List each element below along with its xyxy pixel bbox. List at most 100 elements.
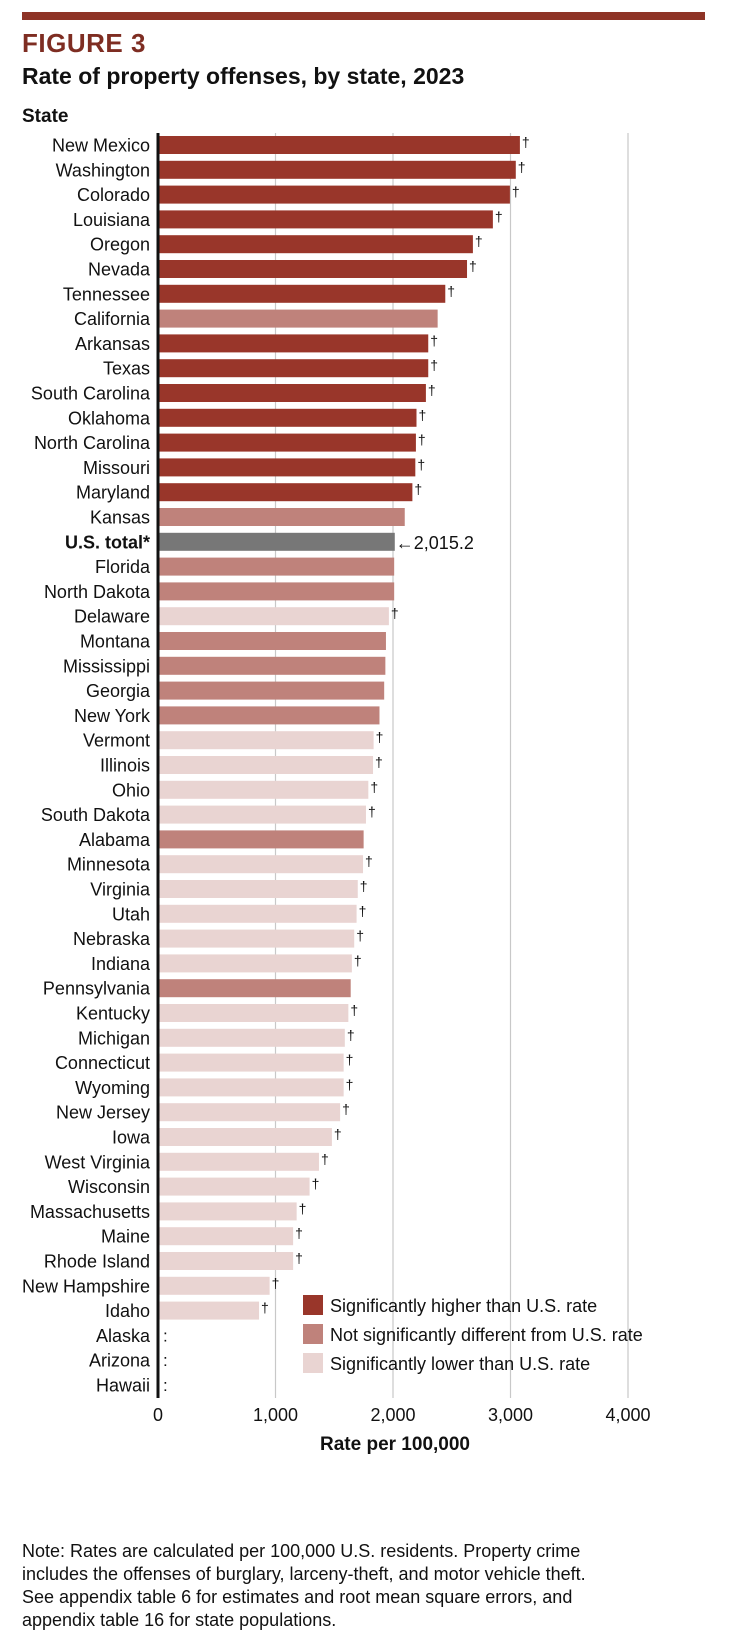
note-line: appendix table 16 for state populations. bbox=[22, 1610, 337, 1630]
state-label: South Dakota bbox=[41, 805, 151, 825]
bar bbox=[158, 979, 351, 998]
significance-dagger: † bbox=[346, 1052, 354, 1068]
state-label: Utah bbox=[112, 904, 150, 924]
significance-dagger: † bbox=[447, 283, 455, 299]
x-tick-label: 3,000 bbox=[488, 1405, 533, 1425]
bar bbox=[158, 805, 366, 824]
significance-dagger: † bbox=[370, 779, 378, 795]
bar bbox=[158, 483, 413, 502]
significance-dagger: † bbox=[272, 1275, 280, 1291]
significance-dagger: † bbox=[368, 804, 376, 820]
significance-dagger: † bbox=[299, 1200, 307, 1216]
bar bbox=[158, 1177, 310, 1196]
state-label: Delaware bbox=[74, 607, 150, 627]
state-label: Missouri bbox=[83, 458, 150, 478]
significance-dagger: † bbox=[334, 1126, 342, 1142]
significance-dagger: † bbox=[428, 382, 436, 398]
chart-title: Rate of property offenses, by state, 202… bbox=[22, 63, 465, 89]
significance-dagger: † bbox=[347, 1027, 355, 1043]
note-line: See appendix table 6 for estimates and r… bbox=[22, 1587, 573, 1607]
legend-swatch bbox=[303, 1295, 323, 1315]
bar bbox=[158, 1004, 349, 1022]
chart-note: Note: Rates are calculated per 100,000 U… bbox=[22, 1540, 712, 1632]
x-axis-label: Rate per 100,000 bbox=[320, 1434, 470, 1455]
state-label: North Carolina bbox=[34, 433, 151, 453]
bar bbox=[158, 408, 417, 427]
state-label: California bbox=[74, 309, 151, 329]
significance-dagger: † bbox=[522, 134, 530, 150]
significance-dagger: † bbox=[512, 184, 520, 200]
state-label: Montana bbox=[80, 632, 151, 652]
state-label: Indiana bbox=[91, 954, 151, 974]
bar bbox=[158, 706, 380, 725]
bar bbox=[158, 880, 358, 898]
significance-dagger: † bbox=[359, 903, 367, 919]
state-label: New Jersey bbox=[56, 1103, 150, 1123]
bar bbox=[158, 508, 405, 526]
significance-dagger: † bbox=[475, 233, 483, 249]
significance-dagger: † bbox=[414, 481, 422, 497]
state-label: Oregon bbox=[90, 235, 150, 255]
state-label: Kansas bbox=[90, 508, 150, 528]
state-label: Oklahoma bbox=[68, 408, 151, 428]
bar bbox=[158, 260, 468, 278]
state-label: Maine bbox=[101, 1227, 150, 1247]
missing-marker: : bbox=[163, 1376, 168, 1395]
significance-dagger: † bbox=[495, 208, 503, 224]
x-tick-label: 2,000 bbox=[370, 1405, 415, 1425]
bar bbox=[158, 731, 374, 750]
bar bbox=[158, 607, 389, 626]
state-label: Louisiana bbox=[73, 210, 151, 230]
state-label: Rhode Island bbox=[44, 1252, 150, 1272]
significance-dagger: † bbox=[430, 332, 438, 348]
state-label: Alaska bbox=[96, 1326, 151, 1346]
bar bbox=[158, 334, 429, 353]
significance-dagger: † bbox=[419, 407, 427, 423]
bar bbox=[158, 780, 369, 799]
bar bbox=[158, 1202, 297, 1221]
significance-dagger: † bbox=[518, 159, 526, 175]
state-label: Alabama bbox=[79, 830, 151, 850]
figure-label: FIGURE 3 bbox=[22, 28, 146, 58]
state-label: New Hampshire bbox=[22, 1276, 150, 1296]
bar bbox=[158, 1252, 294, 1270]
state-label: Arizona bbox=[89, 1351, 151, 1371]
bar bbox=[158, 210, 493, 229]
bar bbox=[158, 557, 395, 576]
legend-label: Not significantly different from U.S. ra… bbox=[330, 1325, 643, 1345]
bar bbox=[158, 160, 516, 179]
bar bbox=[158, 855, 364, 874]
x-tick-label: 4,000 bbox=[605, 1405, 650, 1425]
bar bbox=[158, 1028, 345, 1047]
state-label: West Virginia bbox=[45, 1152, 151, 1172]
bar bbox=[158, 384, 426, 402]
state-label: South Carolina bbox=[31, 384, 151, 404]
state-label: Illinois bbox=[100, 756, 150, 776]
state-label: Vermont bbox=[83, 731, 150, 751]
significance-dagger: † bbox=[295, 1250, 303, 1266]
state-label: Iowa bbox=[112, 1128, 151, 1148]
bar bbox=[158, 532, 395, 551]
missing-marker: : bbox=[163, 1326, 168, 1345]
state-label: Mississippi bbox=[63, 656, 150, 676]
bar bbox=[158, 433, 416, 452]
bar bbox=[158, 1152, 319, 1171]
bar bbox=[158, 359, 429, 378]
state-label: Connecticut bbox=[55, 1053, 150, 1073]
significance-dagger: † bbox=[354, 952, 362, 968]
bar bbox=[158, 1276, 270, 1295]
significance-dagger: † bbox=[261, 1300, 269, 1316]
bar bbox=[158, 284, 446, 303]
state-label: Massachusetts bbox=[30, 1202, 150, 1222]
note-line: Note: Rates are calculated per 100,000 U… bbox=[22, 1541, 581, 1561]
significance-dagger: † bbox=[350, 1002, 358, 1018]
state-label: Florida bbox=[95, 557, 151, 577]
legend-swatch bbox=[303, 1353, 323, 1373]
significance-dagger: † bbox=[418, 432, 426, 448]
significance-dagger: † bbox=[365, 853, 373, 869]
significance-dagger: † bbox=[360, 878, 368, 894]
bar bbox=[158, 656, 386, 675]
bar bbox=[158, 632, 386, 650]
state-label: Michigan bbox=[78, 1028, 150, 1048]
significance-dagger: † bbox=[469, 258, 477, 274]
